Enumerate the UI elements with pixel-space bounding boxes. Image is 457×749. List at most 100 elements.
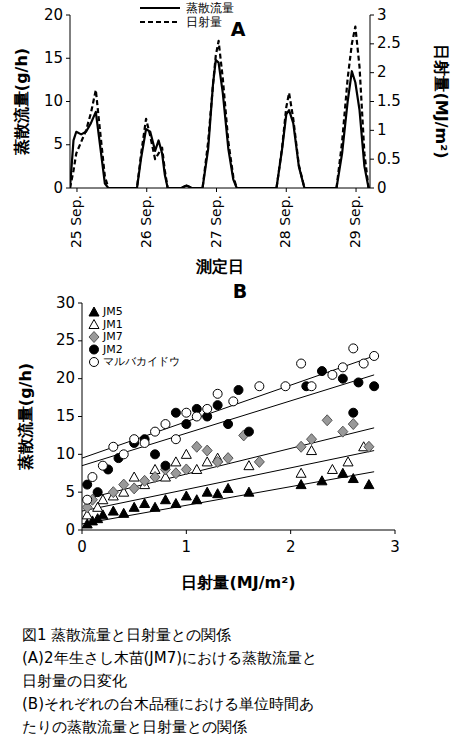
scatter-point	[244, 461, 254, 470]
y2-tick-label: 0.5	[377, 150, 401, 168]
legend-label: JM7	[102, 330, 123, 343]
scatter-point	[88, 473, 97, 482]
y-tick	[78, 492, 82, 493]
chart-title: B	[233, 280, 247, 302]
x-tick-label: 25 Sep.	[68, 195, 84, 248]
legend-swatch	[90, 358, 99, 367]
x-tick	[76, 188, 77, 192]
scatter-point	[348, 419, 358, 430]
scatter-point	[307, 434, 317, 445]
x-tick-label: 2	[286, 538, 296, 556]
x-tick-label: 26 Sep.	[138, 195, 154, 248]
caption-line: たりの蒸散流量と日射量との関係	[22, 718, 247, 736]
y-tick	[66, 15, 70, 16]
scatter-point	[322, 415, 332, 426]
scatter-point	[161, 420, 170, 429]
scatter-point	[151, 450, 160, 459]
y-tick-label: 0	[53, 179, 63, 197]
scatter-point	[181, 464, 191, 475]
y2-tick	[370, 43, 374, 44]
scatter-point	[181, 449, 191, 458]
scatter-point	[296, 480, 306, 489]
legend-label: JM1	[102, 318, 123, 331]
scatter-point	[317, 476, 327, 485]
scatter-point	[93, 488, 102, 497]
scatter-point	[150, 472, 160, 483]
y2-tick	[370, 15, 374, 16]
y-tick	[78, 340, 82, 341]
y-tick-label: 30	[56, 294, 75, 312]
scatter-point	[171, 457, 181, 466]
scatter-point	[192, 495, 202, 504]
scatter-point	[255, 382, 264, 391]
x-tick-label: 28 Sep.	[277, 195, 293, 248]
y2-tick	[370, 72, 374, 73]
scatter-point	[98, 461, 107, 470]
scatter-point	[182, 408, 191, 417]
scatter-point	[213, 456, 223, 467]
scatter-point	[202, 445, 212, 456]
x-axis	[82, 530, 395, 531]
scatter-point	[181, 491, 191, 500]
scatter-point	[213, 389, 222, 398]
caption: 図1 蒸散流量と日射量との関係 (A)2年生さし木苗(JM7)における蒸散流量と日…	[22, 626, 317, 736]
legend-label: JM2	[102, 343, 123, 356]
scatter-point	[297, 359, 306, 368]
scatter-point	[140, 438, 149, 447]
scatter-point	[254, 456, 264, 467]
scatter-point	[354, 378, 363, 387]
caption-line: (B)それぞれの台木品種における単位時間あ	[22, 695, 314, 713]
y2-tick-label: 2.5	[377, 34, 401, 52]
scatter-point	[338, 468, 348, 477]
plot-area	[70, 27, 370, 188]
scatter-point	[213, 401, 222, 410]
x-tick	[82, 530, 83, 534]
y-tick	[78, 378, 82, 379]
scatter-point	[150, 502, 160, 511]
fit-line	[82, 472, 374, 524]
legend-label: 蒸散流量	[186, 1, 234, 15]
x-tick-label: 27 Sep.	[208, 195, 224, 248]
scatter-point	[160, 495, 170, 504]
legend-swatch	[90, 345, 99, 354]
y-tick	[66, 188, 70, 189]
x-tick-label: 0	[77, 538, 87, 556]
chart-title: A	[231, 18, 246, 40]
scatter-point	[317, 367, 326, 376]
scatter-point	[83, 495, 92, 504]
series-line	[70, 60, 370, 188]
caption-line: 日射量の日変化	[22, 672, 127, 690]
caption-line: 図1 蒸散流量と日射量との関係	[22, 626, 231, 644]
scatter-point	[370, 382, 379, 391]
x-tick-label: 1	[182, 538, 192, 556]
scatter-point	[338, 426, 348, 437]
scatter-point	[244, 427, 253, 436]
y2-tick-label: 2	[377, 63, 387, 81]
scatter-point	[223, 483, 233, 492]
y2-tick-label: 1	[377, 121, 387, 139]
y-tick-label: 10	[44, 92, 63, 110]
scatter-point	[119, 450, 128, 459]
x-tick-label: 29 Sep.	[347, 195, 363, 248]
plot-area	[82, 344, 379, 528]
y2-axis-label: 日射量(MJ/m²)	[432, 44, 451, 158]
y-tick-label: 15	[56, 407, 75, 425]
scatter-point	[364, 441, 374, 452]
y-axis-label: 蒸散流量(g/h)	[12, 48, 31, 156]
scatter-point	[119, 508, 129, 517]
scatter-point	[229, 397, 238, 406]
scatter-point	[296, 441, 306, 452]
y2-tick	[370, 101, 374, 102]
scatter-point	[234, 386, 243, 395]
scatter-point	[349, 408, 358, 417]
y2-tick-label: 1.5	[377, 92, 401, 110]
legend-label: JM5	[102, 305, 123, 318]
caption-line: (A)2年生さし木苗(JM7)における蒸散流量と	[22, 649, 317, 667]
scatter-point	[296, 468, 306, 477]
x-axis-label: 測定日	[195, 257, 244, 276]
y-tick-label: 20	[56, 369, 75, 387]
scatter-point	[108, 506, 118, 515]
x-tick	[216, 188, 217, 192]
x-tick	[286, 188, 287, 192]
x-axis-label: 日射量(MJ/m²)	[181, 573, 295, 592]
